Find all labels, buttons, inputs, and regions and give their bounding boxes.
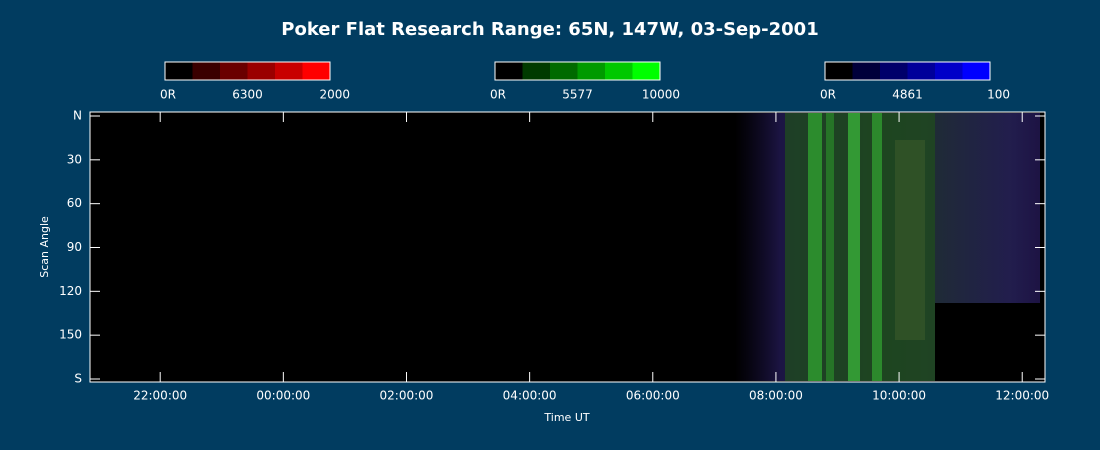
colorbar-min-label: 0R <box>160 88 176 102</box>
colorbar-wavelength: 5577 <box>562 88 593 102</box>
y-axis-label: Scan Angle <box>38 216 51 278</box>
colorbar-swatch <box>632 62 660 80</box>
y-tick-label: 120 <box>59 284 82 298</box>
x-axis-label: Time UT <box>543 411 589 424</box>
x-tick-label: 10:00:00 <box>872 389 926 403</box>
chart-title: Poker Flat Research Range: 65N, 147W, 03… <box>281 19 818 40</box>
y-tick-label: 150 <box>59 328 82 342</box>
keogram-image <box>90 112 1045 382</box>
colorbar-min-label: 0R <box>490 88 506 102</box>
colorbar-swatch <box>907 62 935 80</box>
y-tick-label: 60 <box>67 196 82 210</box>
colorbar-swatch <box>275 62 303 80</box>
colorbar-frame <box>494 61 661 81</box>
colorbar-swatch <box>247 62 275 80</box>
colorbar-swatch <box>880 62 908 80</box>
colorbar-max-label: 100 <box>987 88 1010 102</box>
colorbar-frame <box>164 61 331 81</box>
y-tick-label: 30 <box>67 152 82 166</box>
colorbar-swatch <box>192 62 220 80</box>
colorbar-swatch <box>825 62 853 80</box>
colorbar-max-label: 10000 <box>642 88 680 102</box>
x-tick-label: 08:00:00 <box>749 389 803 403</box>
x-tick-label: 04:00:00 <box>503 389 557 403</box>
colorbar-swatch <box>852 62 880 80</box>
colorbar-swatch <box>220 62 248 80</box>
colorbar-swatch <box>935 62 963 80</box>
y-tick-label: 90 <box>67 240 82 254</box>
colorbar-swatch <box>962 62 990 80</box>
x-tick-label: 00:00:00 <box>256 389 310 403</box>
colorbar-swatch <box>605 62 633 80</box>
colorbar-frame <box>824 61 991 81</box>
y-tick-label: S <box>74 372 82 386</box>
colorbar-swatch <box>165 62 193 80</box>
x-tick-label: 12:00:00 <box>995 389 1049 403</box>
colorbar-swatch <box>577 62 605 80</box>
x-tick-label: 22:00:00 <box>133 389 187 403</box>
y-tick-label: N <box>73 109 82 123</box>
colorbar-wavelength: 4861 <box>892 88 923 102</box>
colorbar-swatch <box>302 62 330 80</box>
x-tick-label: 06:00:00 <box>626 389 680 403</box>
x-tick-label: 02:00:00 <box>380 389 434 403</box>
colorbar-swatch <box>550 62 578 80</box>
colorbar-wavelength: 6300 <box>232 88 263 102</box>
colorbar-min-label: 0R <box>820 88 836 102</box>
colorbar-swatch <box>522 62 550 80</box>
colorbar-swatch <box>495 62 523 80</box>
colorbar-max-label: 2000 <box>319 88 350 102</box>
